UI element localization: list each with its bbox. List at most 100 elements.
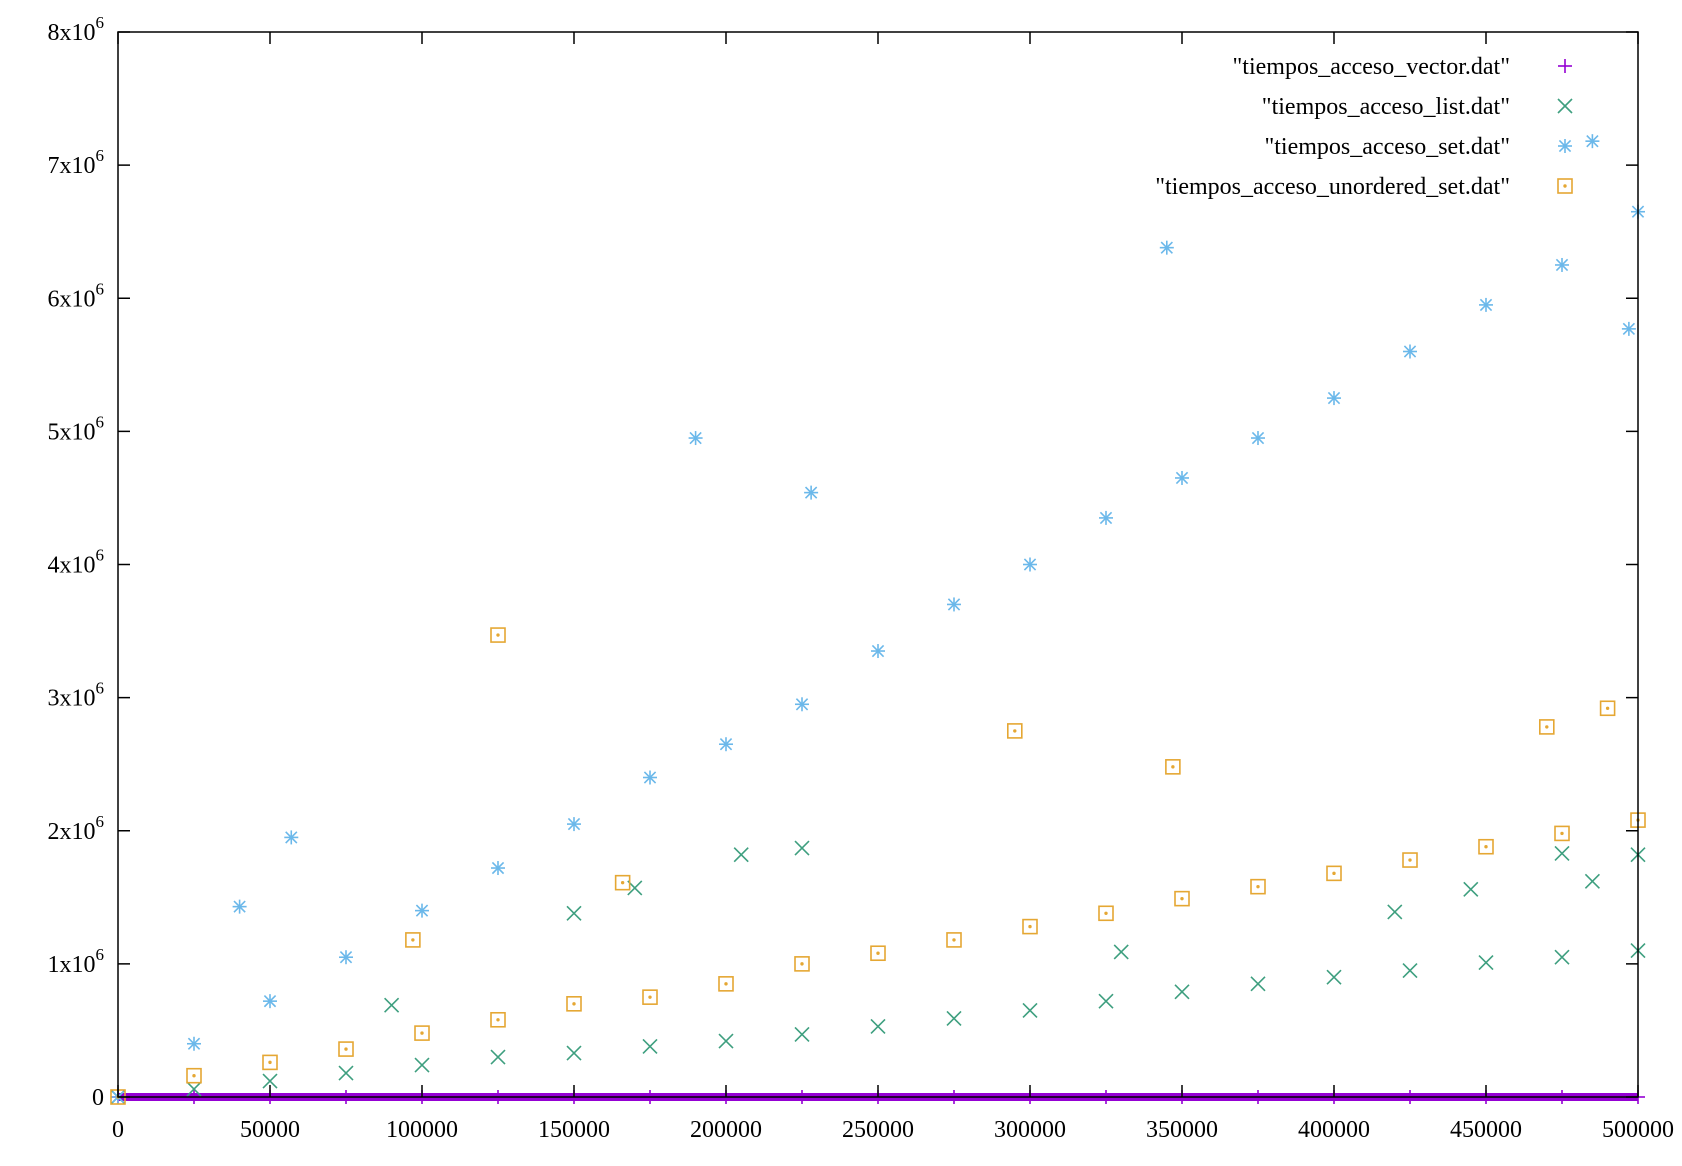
- axis-ticks: 0 50000 100000 150000 200000 250000 300000 3500…: [48, 13, 1675, 1143]
- series-2: [111, 134, 1645, 1104]
- data-point: [490, 1049, 506, 1065]
- data-point: [870, 1018, 886, 1035]
- data-point: [1006, 723, 1023, 739]
- data-point: [718, 1033, 734, 1049]
- data-point: [1621, 321, 1636, 336]
- data-point: [1159, 240, 1174, 255]
- data-point: [1555, 257, 1569, 272]
- plot-frame: [117, 31, 1639, 1098]
- legend-entry-label: "tiempos_acceso_list.dat": [1262, 94, 1510, 120]
- y-tick-exponent: 6: [96, 679, 105, 698]
- data-point: [1584, 873, 1600, 889]
- y-tick-label: 7x106: [48, 146, 105, 179]
- y-tick-mantissa: 8x10: [48, 20, 96, 46]
- y-tick-exponent: 6: [96, 546, 105, 565]
- data-point: [946, 1010, 962, 1027]
- data-point: [187, 1036, 201, 1051]
- data-point: [262, 1073, 278, 1089]
- data-point: [284, 830, 299, 845]
- legend-marker: [1557, 178, 1573, 194]
- y-tick-mantissa: 7x10: [48, 153, 96, 179]
- data-point: [1326, 969, 1342, 985]
- series-3: [110, 627, 1646, 1105]
- data-point: [795, 697, 809, 712]
- data-point: [491, 861, 505, 876]
- data-point: [263, 994, 277, 1009]
- data-point: [339, 950, 353, 965]
- data-point: [1250, 976, 1266, 992]
- data-point: [566, 996, 582, 1012]
- x-tick-label: 450000: [1450, 1117, 1522, 1143]
- legend-marker: [1558, 139, 1572, 153]
- data-point: [794, 956, 810, 972]
- data-point: [794, 840, 810, 856]
- data-point: [338, 1041, 354, 1057]
- data-point: [946, 932, 962, 948]
- data-point: [1478, 838, 1494, 855]
- y-tick-mantissa: 4x10: [48, 553, 96, 579]
- x-tick-label: 150000: [538, 1117, 610, 1143]
- data-point: [1387, 904, 1403, 920]
- y-tick-label: 8x106: [48, 13, 105, 46]
- data-point: [232, 899, 247, 914]
- data-point: [1478, 954, 1494, 971]
- x-tick-label: 400000: [1298, 1117, 1370, 1143]
- data-point: [1175, 470, 1189, 485]
- data-point: [1554, 949, 1570, 965]
- y-tick-label: 0: [92, 1085, 104, 1111]
- data-point: [490, 1011, 506, 1028]
- data-point: [794, 1026, 810, 1042]
- data-point: [870, 945, 886, 962]
- x-tick-label: 100000: [386, 1117, 458, 1143]
- data-point: [642, 1038, 658, 1054]
- data-point: [1479, 297, 1493, 312]
- y-tick-exponent: 6: [96, 412, 105, 431]
- legend: "tiempos_acceso_vector.dat" "tiempos_acce…: [1155, 54, 1573, 200]
- data-point: [1326, 865, 1342, 882]
- data-point: [338, 1065, 354, 1081]
- y-tick-mantissa: 2x10: [48, 819, 96, 845]
- data-point: [1023, 557, 1037, 572]
- data-point: [262, 1054, 278, 1071]
- legend-entry-label: "tiempos_acceso_vector.dat": [1233, 54, 1511, 80]
- y-tick-mantissa: 1x10: [48, 952, 96, 978]
- x-tick-label: 0: [112, 1117, 124, 1143]
- data-point: [414, 1057, 430, 1073]
- data-point: [642, 989, 658, 1005]
- data-point: [1599, 700, 1616, 717]
- legend-entry-label: "tiempos_acceso_set.dat": [1264, 134, 1510, 160]
- y-tick-exponent: 6: [96, 13, 105, 32]
- x-tick-label: 300000: [994, 1117, 1066, 1143]
- data-point: [1402, 852, 1418, 868]
- y-tick-mantissa: 3x10: [48, 686, 96, 712]
- data-point: [186, 1081, 202, 1097]
- data-point: [1554, 845, 1570, 861]
- legend-marker: [1557, 98, 1573, 114]
- legend-entry-label: "tiempos_acceso_unordered_set.dat": [1155, 174, 1510, 200]
- data-point: [384, 997, 400, 1013]
- data-point: [1099, 510, 1113, 525]
- data-point: [1022, 1002, 1038, 1019]
- data-point: [719, 737, 733, 752]
- data-point: [1174, 984, 1190, 1000]
- data-point: [1463, 881, 1479, 897]
- data-point: [1174, 890, 1190, 907]
- data-point: [1554, 825, 1570, 842]
- y-tick-exponent: 6: [96, 279, 105, 298]
- y-tick-mantissa: 0: [92, 1085, 104, 1111]
- data-point: [1251, 431, 1265, 446]
- data-point: [1098, 905, 1114, 922]
- data-point: [718, 976, 734, 992]
- data-point: [414, 1025, 430, 1041]
- data-point: [566, 1045, 582, 1061]
- y-tick-mantissa: 6x10: [48, 286, 96, 312]
- x-tick-label: 200000: [690, 1117, 762, 1143]
- y-tick-label: 2x106: [48, 812, 105, 845]
- data-point: [1022, 918, 1038, 935]
- data-point: [1402, 962, 1418, 979]
- data-point: [567, 817, 581, 832]
- data-point: [1585, 134, 1600, 149]
- y-tick-exponent: 6: [96, 945, 105, 964]
- data-point: [186, 1067, 202, 1084]
